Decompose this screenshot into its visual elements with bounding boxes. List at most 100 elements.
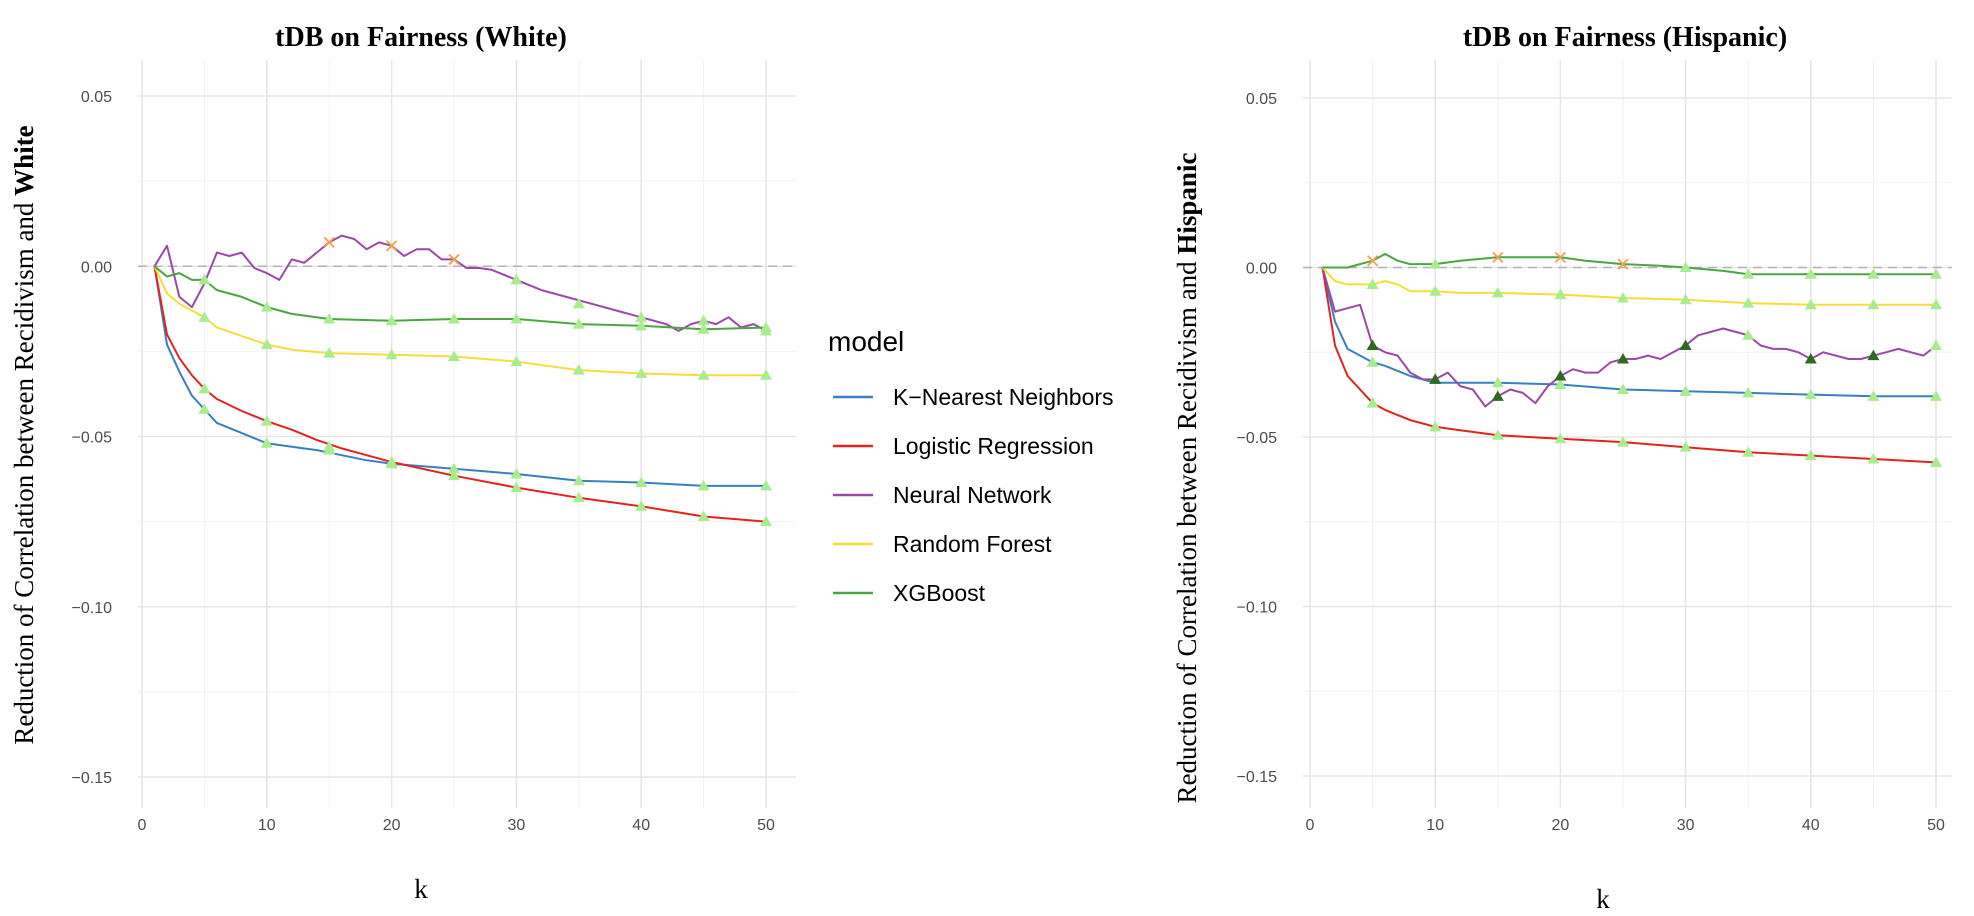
series-line-neural-network (153, 234, 767, 332)
panel-hispanic: tDB on Fairness (Hispanic) 0.05 0.00 −0.05… (1172, 22, 1952, 914)
x-axis-label: k (1596, 884, 1610, 914)
triangle-marker (1742, 446, 1755, 457)
triangle-marker (1742, 386, 1755, 398)
triangle-marker (1679, 441, 1692, 452)
triangle-marker (260, 415, 273, 426)
triangle-marker (1366, 339, 1379, 350)
y-tick-label: 0.00 (1246, 261, 1277, 278)
triangle-marker (1742, 268, 1755, 279)
series-line-neural-network (1321, 267, 1937, 408)
triangle-marker (1804, 353, 1817, 364)
legend-entry-logistic: Logistic Regression (833, 433, 1094, 459)
series-line-logistic-regression (1321, 267, 1937, 464)
series-line-xgboost (1322, 252, 1936, 276)
triangle-marker (1554, 369, 1567, 381)
triangle-marker (760, 369, 772, 380)
y-axis-label-group: White (9, 125, 39, 196)
triangle-marker (510, 467, 523, 479)
legend-label: Random Forest (893, 531, 1052, 557)
y-tick-label: −0.10 (72, 600, 113, 617)
triangle-marker (1679, 385, 1692, 396)
series-lines (1321, 252, 1937, 464)
triangle-marker (510, 355, 523, 367)
legend-entry-forest: Random Forest (833, 531, 1052, 557)
triangle-marker (1429, 285, 1442, 296)
triangle-marker (198, 403, 211, 414)
series-markers (1366, 251, 1942, 467)
x-tick-label: 40 (1802, 817, 1820, 834)
legend-entry-knn: K−Nearest Neighbors (833, 384, 1114, 410)
triangle-marker (260, 338, 273, 350)
triangle-marker (572, 318, 585, 329)
triangle-marker (1930, 298, 1942, 310)
triangle-marker (1804, 449, 1817, 461)
triangle-marker (697, 323, 710, 334)
triangle-marker (635, 476, 648, 487)
triangle-marker (1930, 456, 1942, 467)
y-tick-label: 0.00 (81, 259, 112, 276)
y-axis-label-text: Reduction of Correlation between Recidiv… (9, 196, 39, 745)
y-axis-ticks: 0.05 0.00 −0.05 −0.10 −0.15 (72, 89, 113, 787)
triangle-marker (1366, 356, 1379, 367)
y-tick-label: 0.05 (81, 89, 112, 106)
legend-label: K−Nearest Neighbors (893, 384, 1114, 410)
x-axis-label: k (414, 874, 428, 904)
legend-title: model (828, 326, 904, 357)
triangle-marker (697, 369, 710, 380)
chart-title: tDB on Fairness (Hispanic) (1463, 22, 1787, 53)
triangle-marker (760, 324, 772, 336)
triangle-marker (1617, 353, 1629, 364)
triangle-marker (1429, 373, 1442, 384)
triangle-marker (760, 479, 772, 491)
triangle-marker (1742, 297, 1755, 308)
chart-title: tDB on Fairness (White) (275, 22, 567, 53)
y-axis-label: Reduction of Correlation between Recidiv… (9, 125, 39, 744)
x-axis-ticks: 0 10 20 30 40 50 (1306, 817, 1945, 834)
triangle-marker (1429, 258, 1442, 269)
plot-grid (138, 60, 796, 808)
cross-marker (448, 253, 460, 266)
x-tick-label: 20 (383, 817, 401, 834)
triangle-marker (1930, 268, 1942, 279)
triangle-marker (697, 479, 710, 491)
triangle-marker (1491, 429, 1504, 440)
triangle-marker (1867, 349, 1880, 361)
y-tick-label: −0.05 (72, 430, 113, 447)
plot-grid (1303, 60, 1952, 808)
series-lines (153, 234, 767, 523)
legend-entry-neural: Neural Network (833, 482, 1052, 508)
triangle-marker (385, 348, 398, 360)
triangle-marker (198, 382, 211, 394)
triangle-marker (572, 364, 585, 375)
triangle-marker (635, 311, 648, 322)
y-tick-label: −0.10 (1237, 600, 1278, 617)
triangle-marker (572, 297, 585, 309)
y-axis-label-text: Reduction of Correlation between Recidiv… (1172, 255, 1202, 804)
triangle-marker (1491, 376, 1504, 388)
x-tick-label: 30 (1677, 817, 1695, 834)
x-tick-label: 50 (757, 817, 775, 834)
triangle-marker (448, 350, 460, 361)
triangle-marker (1679, 293, 1692, 305)
triangle-marker (1491, 390, 1504, 401)
triangle-marker (1930, 339, 1942, 350)
triangle-marker (448, 469, 460, 481)
x-tick-label: 10 (1426, 817, 1444, 834)
triangle-marker (760, 515, 772, 527)
triangle-marker (1742, 329, 1755, 340)
triangle-marker (697, 510, 710, 522)
triangle-marker (198, 273, 211, 285)
x-tick-label: 10 (258, 817, 276, 834)
triangle-marker (1867, 268, 1880, 279)
series-line-xgboost (153, 265, 767, 331)
triangle-marker (1366, 397, 1379, 408)
triangle-marker (1554, 432, 1567, 444)
x-axis-ticks: 0 10 20 30 40 50 (138, 817, 775, 834)
triangle-marker (1804, 268, 1817, 279)
triangle-marker (448, 462, 460, 474)
x-tick-label: 40 (632, 817, 650, 834)
triangle-marker (572, 474, 585, 486)
triangle-marker (1554, 378, 1567, 389)
triangle-marker (323, 347, 336, 358)
triangle-marker (1429, 420, 1442, 432)
